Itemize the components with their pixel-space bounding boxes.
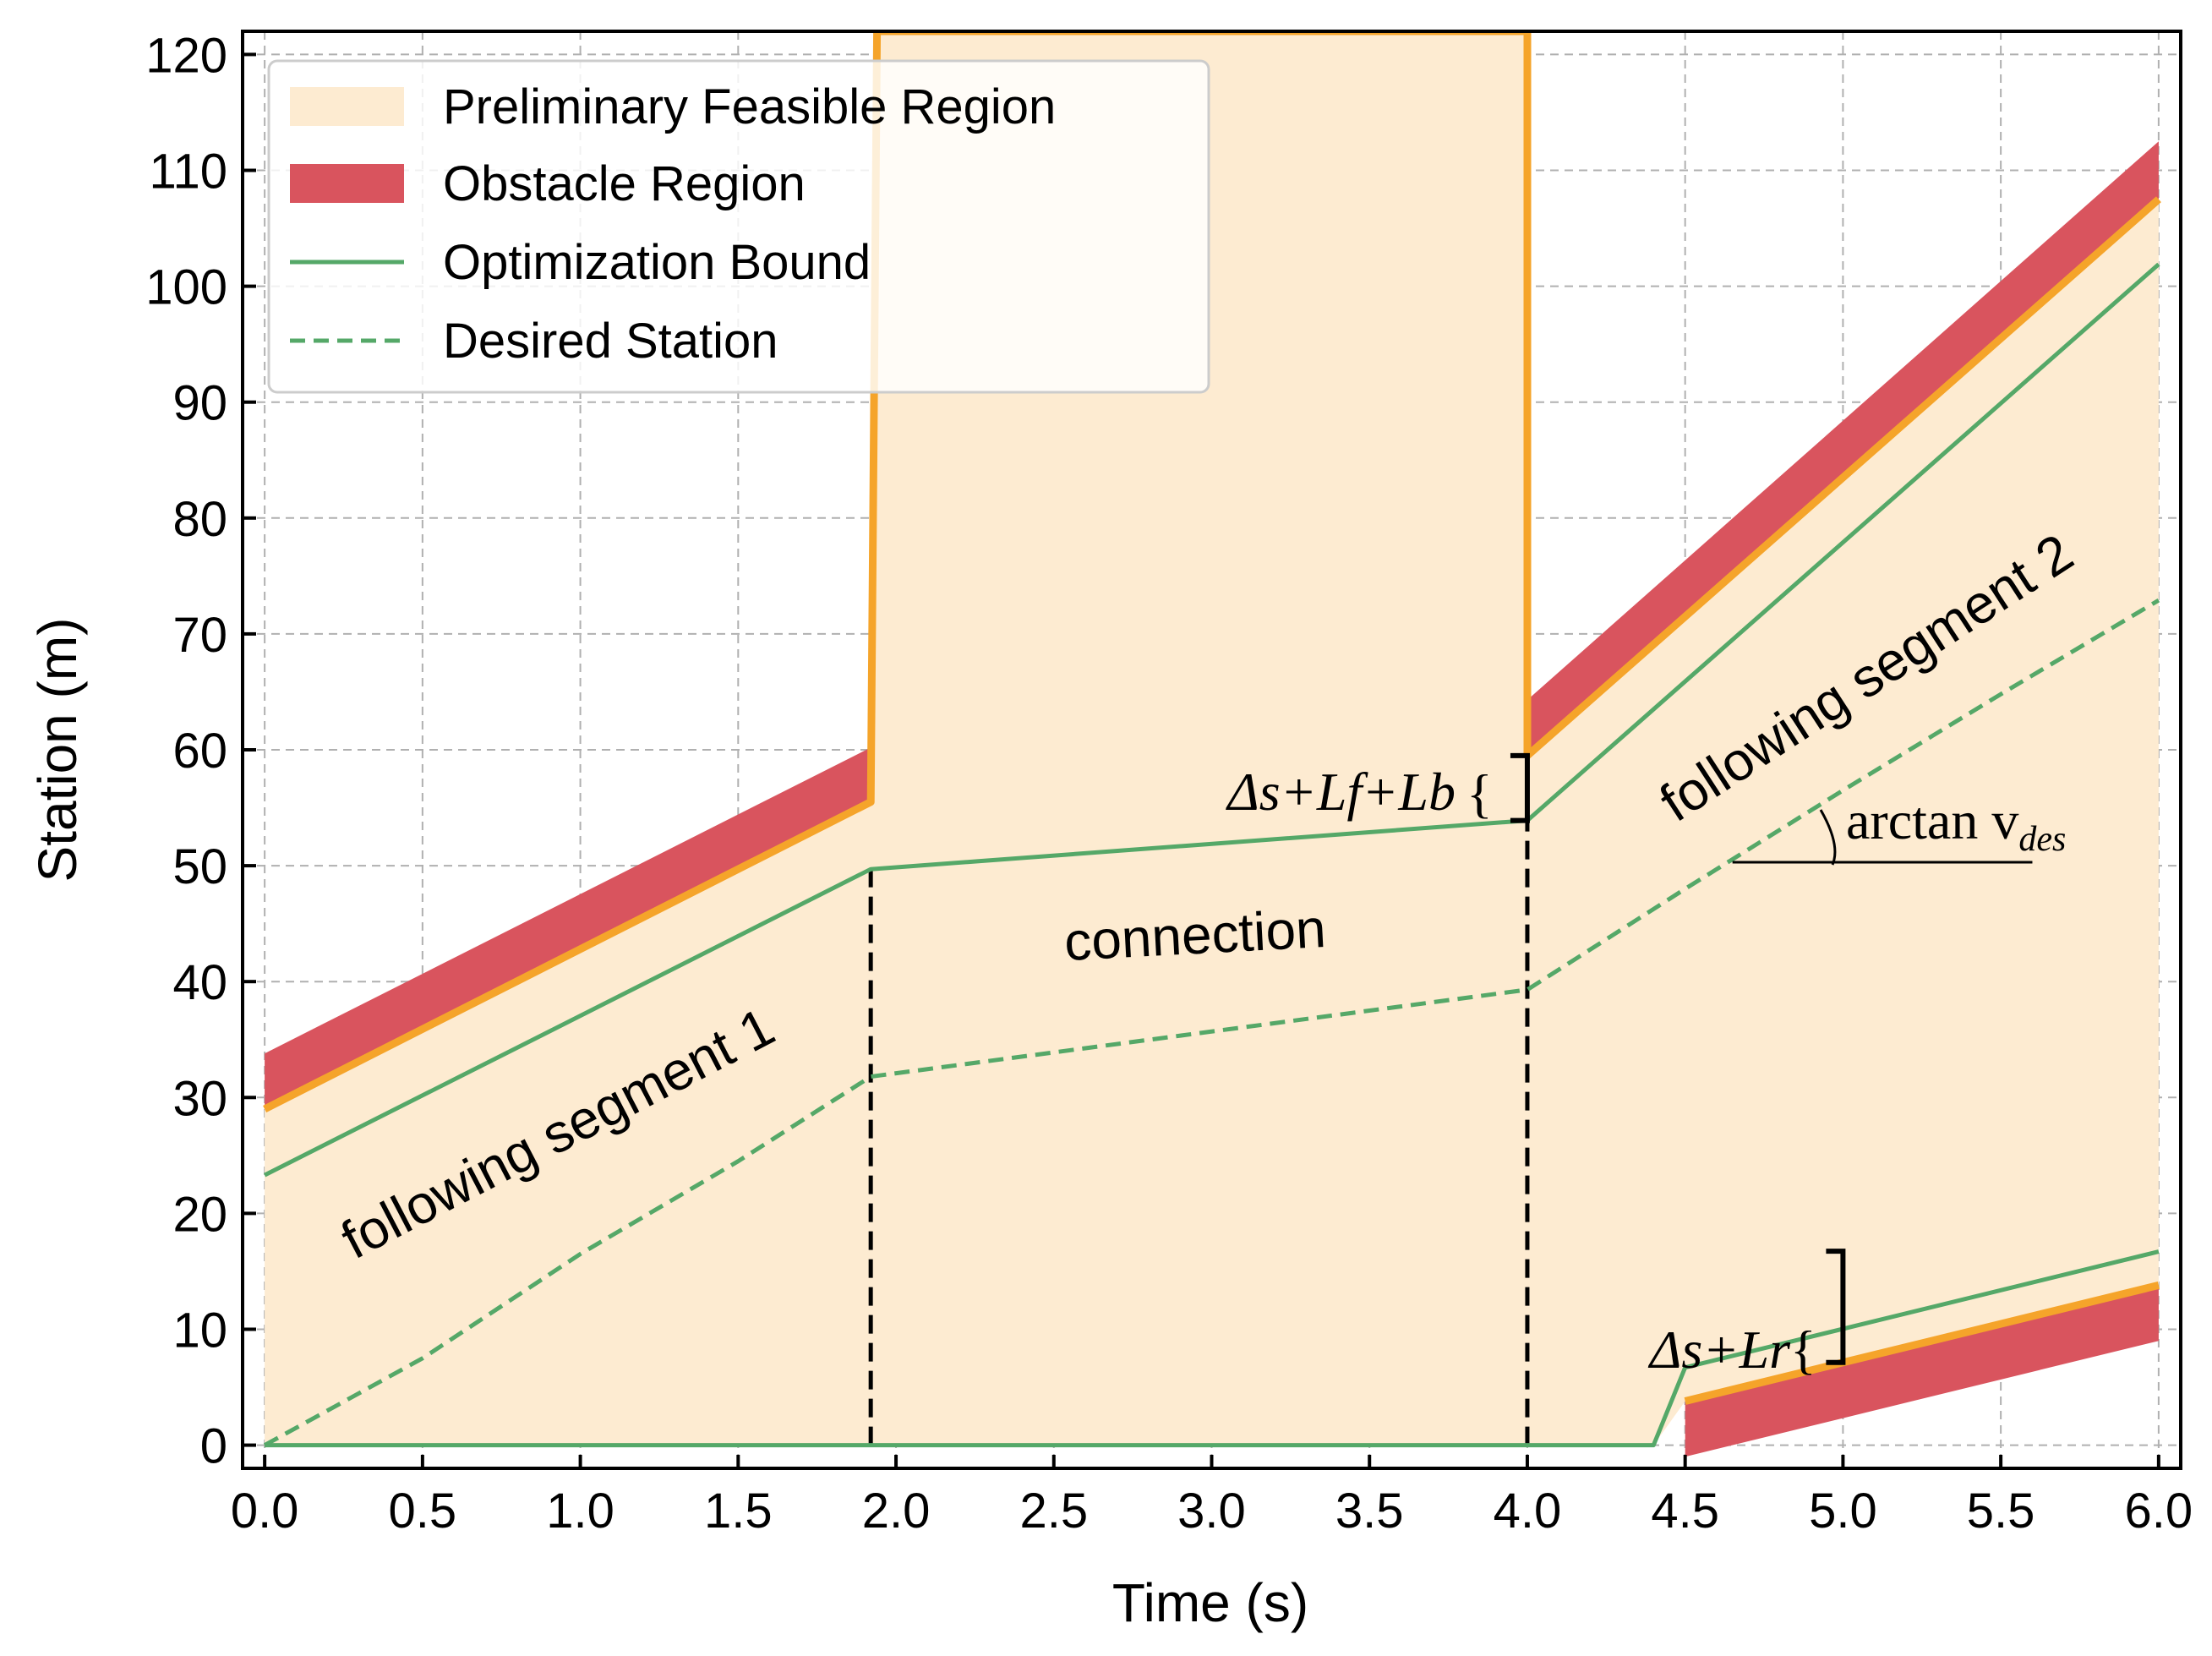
y-tick-label: 50	[172, 839, 227, 894]
legend-swatch-feasible	[290, 87, 404, 126]
legend-label-bound: Optimization Bound	[443, 235, 871, 290]
x-tick-label: 5.5	[1967, 1484, 2035, 1538]
y-tick-label: 110	[150, 145, 227, 199]
legend-label-feasible: Preliminary Feasible Region	[443, 79, 1056, 134]
x-tick-label: 1.5	[704, 1484, 773, 1538]
legend: Preliminary Feasible Region Obstacle Reg…	[267, 59, 1210, 394]
x-axis-title: Time (s)	[1112, 1572, 1308, 1633]
x-tick-label: 0.0	[231, 1484, 299, 1538]
optimization-bound-lower	[265, 1249, 2160, 1448]
desired-station-line	[263, 598, 2160, 1447]
brace-upper: {	[1466, 763, 1493, 823]
arctan-label-main: arctan v	[1846, 790, 2018, 850]
gap-label-lower: Δs+Lr	[1647, 1320, 1791, 1380]
legend-label-obstacle: Obstacle Region	[443, 156, 806, 211]
x-tick-label: 3.5	[1335, 1484, 1404, 1538]
y-tick-label: 10	[172, 1303, 227, 1358]
gap-bracket-lower	[1826, 1249, 1846, 1365]
x-tick-label: 0.5	[389, 1484, 457, 1538]
y-tick-label: 100	[145, 260, 227, 315]
optimization-bound-upper	[263, 262, 2160, 1178]
feasible-region-lower-edge	[1684, 1282, 2160, 1405]
y-tick-label: 90	[172, 376, 227, 431]
legend-swatch-obstacle	[290, 164, 404, 203]
y-tick-label: 120	[145, 28, 227, 83]
legend-box	[267, 59, 1210, 394]
obstacle-region	[1527, 141, 2159, 756]
plot-area	[263, 31, 2161, 1457]
x-tick-label: 4.0	[1494, 1484, 1562, 1538]
y-tick-label: 0	[200, 1419, 227, 1474]
y-tick-label: 70	[172, 608, 227, 663]
gap-label-upper: Δs+Lf+Lb	[1225, 762, 1456, 822]
x-tick-label: 3.0	[1177, 1484, 1246, 1538]
y-tick-label: 40	[172, 955, 227, 1010]
brace-lower: {	[1790, 1320, 1816, 1380]
x-tick-label: 5.0	[1809, 1484, 1877, 1538]
y-tick-label: 30	[172, 1071, 227, 1126]
y-tick-label: 80	[172, 492, 227, 547]
x-tick-label: 1.0	[546, 1484, 614, 1538]
y-tick-label: 20	[172, 1187, 227, 1242]
feasible-region	[265, 31, 2159, 1446]
x-tick-label: 6.0	[2125, 1484, 2193, 1538]
arctan-label-subscript: des	[2018, 820, 2066, 859]
axis-ticks: 0.0 0.5 1.0 1.5 2.0 2.5 3.0 3.5 4.0 4.5 5.0 5.5 6.0 0…	[145, 28, 2193, 1538]
x-tick-label: 2.0	[862, 1484, 931, 1538]
gap-bracket-upper	[1510, 752, 1530, 823]
feasible-region-upper-edge	[263, 31, 2161, 1113]
y-axis-title: Station (m)	[27, 618, 88, 883]
x-tick-label: 4.5	[1651, 1484, 1719, 1538]
obstacle-region	[265, 747, 871, 1109]
arctan-label: arctan vdes	[1846, 790, 2066, 859]
annotation-connection: connection	[1062, 898, 1327, 972]
x-tick-label: 2.5	[1019, 1484, 1088, 1538]
legend-label-desired: Desired Station	[443, 314, 778, 369]
obstacle-region	[1685, 1285, 2159, 1457]
y-tick-label: 60	[172, 724, 227, 779]
